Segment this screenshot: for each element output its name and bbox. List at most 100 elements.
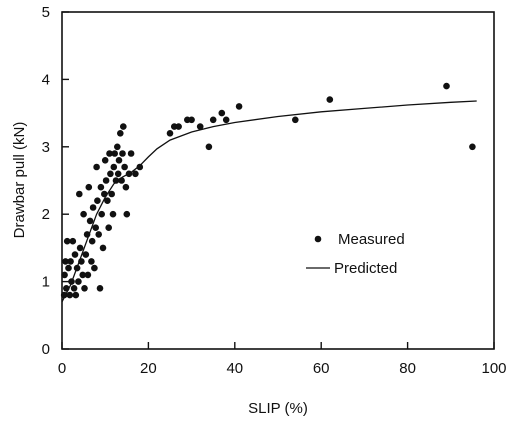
measured-point [102, 177, 110, 184]
measured-point [97, 183, 105, 191]
legend-marker-measured [314, 235, 322, 243]
measured-point [119, 150, 126, 157]
measured-point [61, 271, 68, 279]
measured-point [81, 285, 88, 292]
measured-point [93, 163, 100, 171]
measured-point [114, 143, 121, 151]
measured-point [136, 163, 144, 171]
measured-point [95, 231, 102, 238]
measured-point [70, 285, 78, 292]
measured-point [114, 170, 122, 178]
measured-point [94, 197, 101, 204]
measured-point [63, 285, 70, 292]
measured-point [235, 103, 243, 110]
measured-point [73, 264, 81, 272]
measured-point [101, 190, 108, 198]
measured-point [121, 163, 128, 171]
measured-point [122, 183, 130, 191]
measured-point [123, 210, 131, 218]
measured-point [104, 197, 111, 204]
y-tick-label: 0 [42, 341, 50, 358]
measured-point [69, 237, 77, 245]
measured-point [96, 285, 104, 292]
measured-point [107, 170, 114, 178]
measured-point [65, 264, 72, 272]
measured-point [175, 123, 182, 130]
measured-point [88, 237, 96, 245]
measured-point [86, 217, 94, 225]
measured-point [218, 109, 226, 117]
measured-point [166, 130, 174, 137]
legend-label-measured: Measured [338, 231, 405, 248]
y-tick-label: 2 [42, 206, 50, 223]
measured-point [68, 278, 75, 285]
measured-point [109, 210, 117, 218]
measured-point [120, 123, 127, 130]
measured-point [91, 264, 98, 272]
measured-point [98, 210, 105, 218]
measured-point [85, 183, 93, 191]
x-tick-label: 100 [481, 360, 506, 377]
x-axis: 0 20 40 60 80 100 [58, 342, 507, 377]
measured-point [83, 231, 91, 238]
measured-point [115, 157, 123, 164]
x-tick-label: 20 [140, 360, 157, 377]
measured-point [92, 224, 99, 231]
measured-point [132, 170, 139, 178]
measured-point [99, 244, 107, 252]
measured-point [118, 177, 125, 184]
y-tick-label: 1 [42, 274, 50, 291]
predicted-series [61, 100, 477, 303]
measured-point [76, 190, 83, 198]
measured-point [66, 291, 74, 299]
x-tick-label: 40 [226, 360, 243, 377]
measured-point [117, 130, 124, 137]
measured-point [60, 291, 68, 299]
measured-point [76, 244, 84, 252]
measured-point [75, 278, 82, 285]
measured-point [111, 150, 118, 157]
measured-point [80, 210, 87, 218]
legend-label-predicted: Predicted [334, 260, 397, 277]
measured-point [222, 116, 230, 124]
x-axis-label: SLIP (%) [248, 400, 308, 417]
measured-point [443, 82, 450, 90]
measured-point [196, 123, 204, 130]
plot-frame [61, 11, 495, 350]
measured-point [67, 258, 74, 265]
y-tick-label: 4 [42, 71, 50, 88]
measured-series [60, 82, 476, 299]
measured-point [71, 251, 79, 258]
measured-point [78, 258, 85, 265]
y-axis: 0 1 2 3 4 5 [42, 4, 69, 358]
measured-point [79, 271, 86, 279]
measured-point [106, 150, 113, 157]
measured-point [89, 204, 97, 211]
measured-point [292, 116, 299, 124]
x-tick-label: 0 [58, 360, 66, 377]
measured-point [127, 150, 135, 157]
measured-point [82, 251, 90, 258]
measured-point [62, 258, 69, 265]
measured-point [108, 190, 115, 198]
measured-point [84, 271, 92, 279]
measured-point [105, 224, 112, 231]
measured-point [112, 177, 120, 184]
measured-point [101, 157, 109, 164]
measured-point [63, 237, 71, 245]
measured-point [209, 116, 217, 124]
measured-point [125, 170, 133, 178]
y-axis-label: Drawbar pull (kN) [11, 122, 28, 239]
y-tick-label: 3 [42, 139, 50, 156]
measured-point [188, 116, 195, 124]
legend: Measured Predicted [306, 231, 405, 277]
measured-point [72, 291, 80, 299]
measured-point [205, 143, 213, 151]
measured-point [469, 143, 476, 151]
measured-point [326, 96, 334, 103]
predicted-line [61, 100, 477, 303]
x-tick-label: 60 [313, 360, 330, 377]
y-tick-label: 5 [42, 4, 50, 21]
x-tick-label: 80 [399, 360, 416, 377]
